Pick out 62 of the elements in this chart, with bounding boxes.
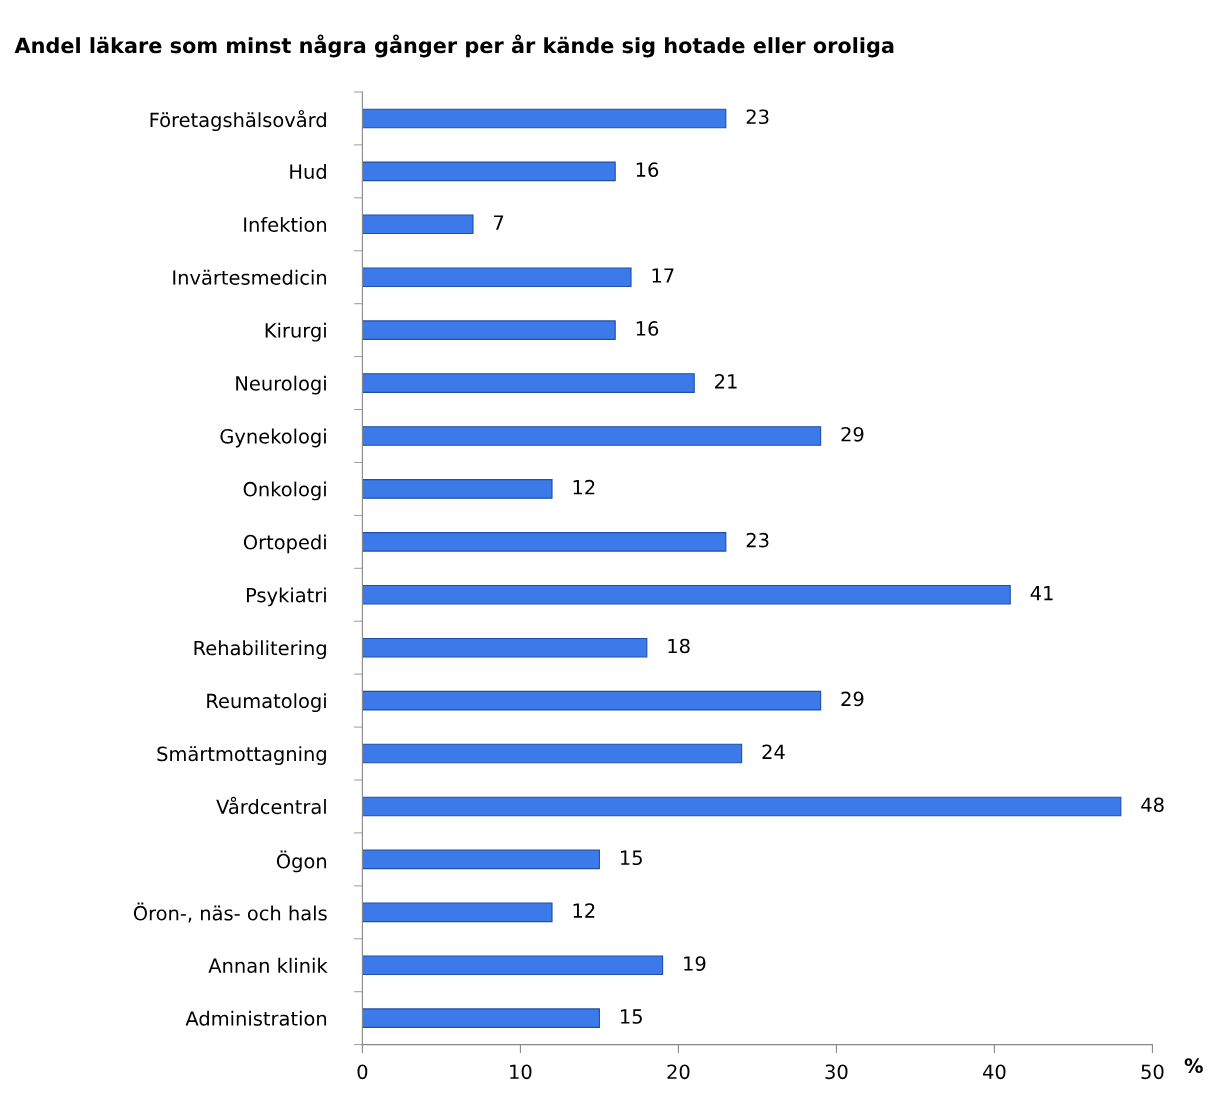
bar	[362, 849, 600, 870]
data-label: 15	[620, 850, 642, 866]
data-label: 7	[494, 215, 504, 230]
data-label: 16	[636, 321, 659, 336]
bar	[362, 1008, 600, 1028]
data-label: 12	[573, 903, 595, 918]
bar	[362, 532, 727, 552]
data-label: 21	[715, 374, 737, 389]
data-label: 12	[573, 479, 595, 495]
y-tick-label: Administration	[185, 1010, 327, 1026]
data-label: 15	[620, 1009, 642, 1024]
bar	[362, 426, 822, 446]
bar	[362, 267, 632, 288]
bar	[362, 214, 474, 235]
bar	[362, 637, 648, 658]
x-tick-label: 50	[1141, 1064, 1164, 1080]
x-tick-label: 20	[667, 1064, 690, 1080]
y-tick-label: Reumatologi	[207, 693, 326, 713]
data-label: 17	[652, 268, 674, 283]
y-tick-label: Infektion	[244, 216, 327, 232]
y-tick-label: Hud	[290, 163, 326, 180]
bar	[362, 902, 553, 923]
bar	[362, 955, 664, 976]
data-label: 24	[762, 744, 785, 759]
data-label: 23	[746, 109, 769, 125]
x-tick-label: 10	[510, 1064, 532, 1080]
data-label: 19	[684, 956, 706, 971]
x-axis-title: %	[1184, 1058, 1203, 1074]
y-tick-label: Vårdcentral	[216, 796, 326, 815]
bar	[362, 479, 553, 499]
bar	[362, 584, 1011, 605]
y-tick-label: Invärtesmedicin	[173, 269, 327, 285]
data-label: 29	[841, 691, 864, 707]
x-tick-label: 30	[825, 1064, 848, 1080]
bar	[362, 320, 616, 340]
bar	[362, 161, 616, 182]
y-tick-label: Neurologi	[236, 375, 326, 395]
y-tick-label: Smärtmottagning	[157, 746, 326, 765]
data-label: 16	[636, 162, 659, 178]
bar	[362, 743, 743, 764]
y-tick-label: Rehabilitering	[194, 640, 326, 660]
y-tick-label: Psykiatri	[246, 587, 326, 607]
chart-title: Andel läkare som minst några gånger per år kände sig hotade eller oroliga	[14, 34, 894, 58]
bar	[362, 796, 1122, 817]
data-label: 48	[1141, 797, 1164, 813]
y-tick-label: Gynekologi	[220, 428, 326, 448]
y-tick-label: Annan klinik	[208, 957, 328, 973]
y-tick-label: Kirurgi	[265, 322, 326, 342]
data-label: 41	[1030, 585, 1053, 601]
data-label: 29	[841, 426, 864, 442]
x-tick-label: 40	[983, 1064, 1006, 1080]
bar	[362, 373, 695, 393]
data-label: 18	[668, 638, 690, 654]
y-tick-label: Öron-, näs- och hals	[133, 902, 327, 923]
y-tick-label: Onkologi	[243, 481, 326, 501]
data-label: 23	[746, 532, 769, 548]
y-tick-label: Företagshälsovård	[150, 109, 326, 132]
bar	[362, 690, 822, 711]
bar	[362, 108, 727, 129]
y-tick-label: Ögon	[276, 850, 327, 873]
x-tick-label: 0	[357, 1064, 368, 1080]
y-tick-label: Ortopedi	[243, 534, 326, 554]
